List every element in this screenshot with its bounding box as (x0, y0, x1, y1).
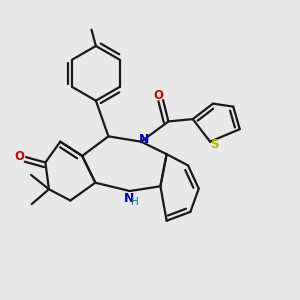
Text: O: O (14, 150, 25, 163)
Text: O: O (154, 89, 164, 102)
Text: N: N (124, 192, 134, 205)
Text: S: S (210, 138, 218, 151)
Text: H: H (131, 197, 138, 207)
Text: N: N (139, 133, 149, 146)
